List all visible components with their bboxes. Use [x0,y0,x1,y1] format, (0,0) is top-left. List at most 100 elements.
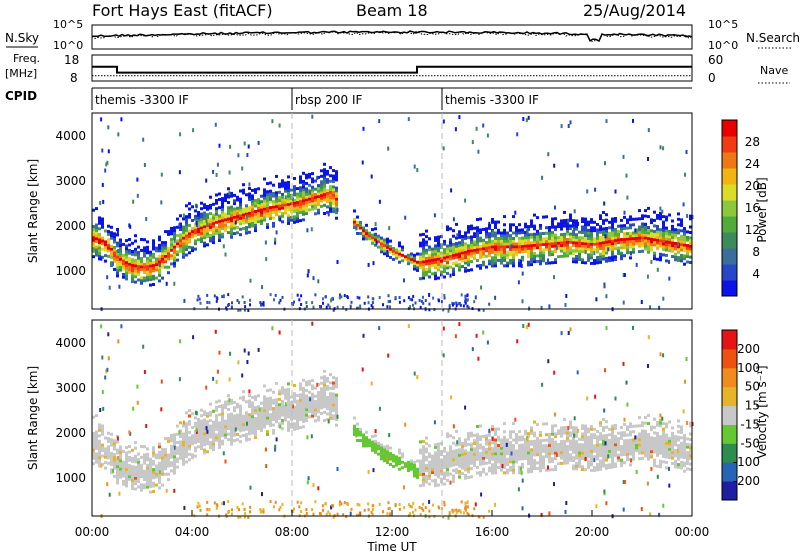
power-cell [683,257,686,261]
power-cell [257,203,260,207]
velocity-cell [653,425,656,429]
velocity-cell [137,460,140,464]
power-cell [387,146,390,151]
power-cell [509,258,512,262]
velocity-cell [431,471,434,475]
power-cell [416,168,419,172]
velocity-cell [617,459,620,462]
power-cell [128,259,131,263]
velocity-cell [92,462,95,466]
power-cell [569,240,572,244]
velocity-cell [524,446,527,450]
power-cell [329,204,332,208]
velocity-cell [323,375,326,379]
velocity-cell [146,458,149,462]
power-cell [659,231,662,234]
power-cell [686,255,689,258]
power-cell [659,255,662,259]
power-cell [259,301,262,304]
velocity-cell [455,429,458,433]
power-cell [327,212,330,217]
power-cell [470,238,473,242]
velocity-cell [110,432,113,436]
power-cell [140,281,143,285]
power-cell [161,276,164,280]
power-cell [533,238,536,242]
velocity-cell [392,464,395,468]
power-cell [596,223,599,226]
power-cell [197,219,200,223]
power-cell [515,247,518,251]
velocity-cell [200,414,203,418]
power-cell [320,194,323,197]
velocity-cell [611,454,614,458]
power-cell [662,247,665,251]
power-cell [176,225,179,229]
velocity-cell [461,450,464,454]
power-cell [306,273,309,278]
power-cell [530,233,533,237]
velocity-cell [200,447,203,450]
power-cell [245,231,248,235]
power-cell [617,230,620,234]
power-cell [689,231,692,234]
power-cell [629,223,632,227]
power-cell [242,188,245,192]
power-cell [311,204,314,208]
power-cell [608,220,611,224]
power-cell [542,240,545,244]
velocity-cell [428,452,431,456]
velocity-cell [514,417,517,422]
velocity-cell [134,471,137,475]
velocity-cell [113,458,116,462]
velocity-cell [644,446,647,450]
power-cell [122,262,125,266]
power-cell [269,200,272,204]
power-cell [302,180,305,183]
power-ytick-4000: 4000 [55,129,86,143]
power-cell [509,242,512,246]
velocity-cell [557,432,560,436]
power-cell [614,258,617,261]
power-cell [230,305,233,309]
velocity-cell [191,437,194,440]
velocity-cell [620,436,623,440]
power-cell [548,231,551,235]
velocity-cell [122,469,125,473]
velocity-cell [551,446,554,450]
power-cell [674,236,677,240]
power-cell [665,237,668,241]
velocity-cell [203,410,206,414]
velocity-cell [659,443,662,447]
power-cell [281,206,284,210]
power-cell [314,193,317,197]
power-cell [509,234,512,238]
power-cell [185,228,188,232]
power-cell [248,187,251,190]
power-cell [119,260,122,264]
power-cell [590,261,593,265]
velocity-cell [646,481,649,486]
velocity-cell [284,388,287,392]
power-cell [110,261,113,265]
power-cell [194,239,197,243]
power-cell [335,205,338,209]
power-cell [110,250,113,254]
velocity-cell [365,430,368,434]
velocity-cell [188,447,191,451]
power-cell [584,242,587,246]
velocity-cell [302,392,305,396]
power-cell [179,228,182,231]
power-cell [575,238,578,242]
velocity-cell [683,434,686,438]
power-cell [626,218,629,222]
power-cell [287,219,290,223]
power-cell [287,221,290,225]
power-cell [272,202,275,206]
velocity-cell [524,437,527,441]
velocity-cell [195,411,198,416]
power-cell [296,195,299,199]
velocity-cell [191,434,194,438]
velocity-cell [218,429,221,433]
velocity-cell [419,467,422,471]
